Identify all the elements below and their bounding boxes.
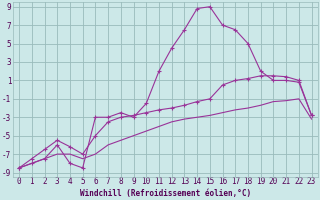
X-axis label: Windchill (Refroidissement éolien,°C): Windchill (Refroidissement éolien,°C) bbox=[80, 189, 251, 198]
